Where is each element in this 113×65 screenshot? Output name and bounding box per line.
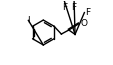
Text: F: F: [85, 8, 90, 17]
Text: F: F: [61, 3, 66, 12]
Text: O: O: [79, 19, 86, 28]
Text: I: I: [27, 16, 29, 25]
Text: F: F: [71, 3, 76, 12]
